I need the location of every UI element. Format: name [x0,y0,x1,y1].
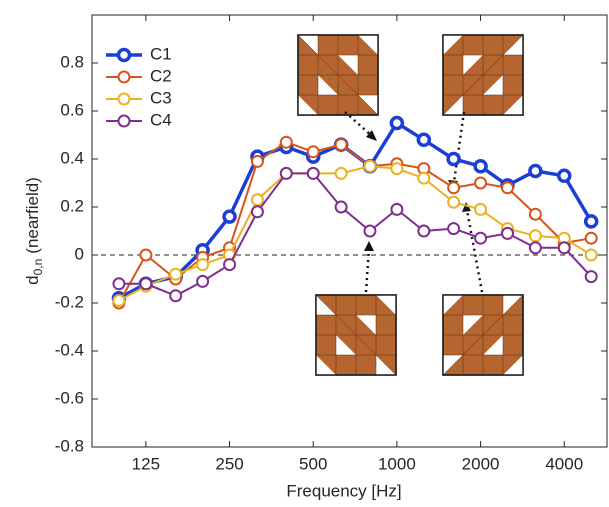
x-tick-label: 250 [215,454,243,473]
y-tick-label: 0 [75,244,84,263]
point [139,248,153,262]
y-tick-label: 0.6 [60,100,84,119]
legend-label: C4 [150,110,172,129]
legend-label: C3 [150,88,172,107]
legend-label: C2 [150,66,172,85]
point [528,241,542,255]
series-line [118,172,592,297]
point [334,200,348,214]
point [447,181,461,195]
point [306,166,320,180]
point [474,202,488,216]
point [363,224,377,238]
x-tick-label: 125 [132,454,160,473]
y-tick-label: -0.6 [55,388,84,407]
point [169,289,183,303]
legend-marker [117,114,131,128]
legend-label: C1 [150,44,172,63]
x-tick-label: 2000 [462,454,500,473]
point [250,205,264,219]
x-tick-label: 4000 [545,454,583,473]
point [112,277,126,291]
point [417,171,431,185]
point [196,258,210,272]
point [501,181,515,195]
point [250,154,264,168]
legend-marker [117,70,131,84]
y-tick-label: -0.8 [55,436,84,455]
point [334,166,348,180]
point [363,159,377,173]
point [473,158,488,174]
y-tick-label: -0.4 [55,340,84,359]
series-line [118,165,592,302]
point [528,229,542,243]
y-label-rest: (nearfield) [23,177,42,254]
x-tick-label: 500 [299,454,327,473]
insets [297,34,524,376]
arrows [344,111,484,293]
point [390,202,404,216]
point [583,214,599,229]
point [222,209,237,224]
point [584,248,598,262]
point [196,274,210,288]
point [447,195,461,209]
y-tick-label: 0.4 [60,148,84,167]
point [112,294,126,308]
plot-frame [91,14,608,448]
point [584,231,598,245]
y-tick-label: 0.8 [60,52,84,71]
y-label-main: d [23,275,42,284]
point [446,151,461,167]
y-axis-label: d0,n (nearfield) [23,177,45,285]
point [557,241,571,255]
point [528,163,543,179]
series-line [118,120,593,300]
point [334,138,348,152]
point [501,226,515,240]
x-tick-label: 1000 [378,454,416,473]
point [474,231,488,245]
point [556,168,572,184]
point [584,270,598,284]
point [447,222,461,236]
point [390,162,404,176]
point [474,176,488,190]
y-tick-label: -0.2 [55,292,84,311]
point [169,267,183,281]
point [139,277,153,291]
y-label-sub: 0,n [31,259,45,276]
point [417,224,431,238]
point [528,207,542,221]
series-line [118,141,592,304]
point [279,166,293,180]
legend-marker [117,92,131,106]
y-tick-label: 0.2 [60,196,84,215]
point [389,115,405,131]
point [306,145,320,159]
point [279,135,293,149]
point [416,132,432,148]
point [250,193,264,207]
x-axis-label: Frequency [Hz] [286,481,401,500]
point [223,258,237,272]
legend-marker [116,47,132,63]
